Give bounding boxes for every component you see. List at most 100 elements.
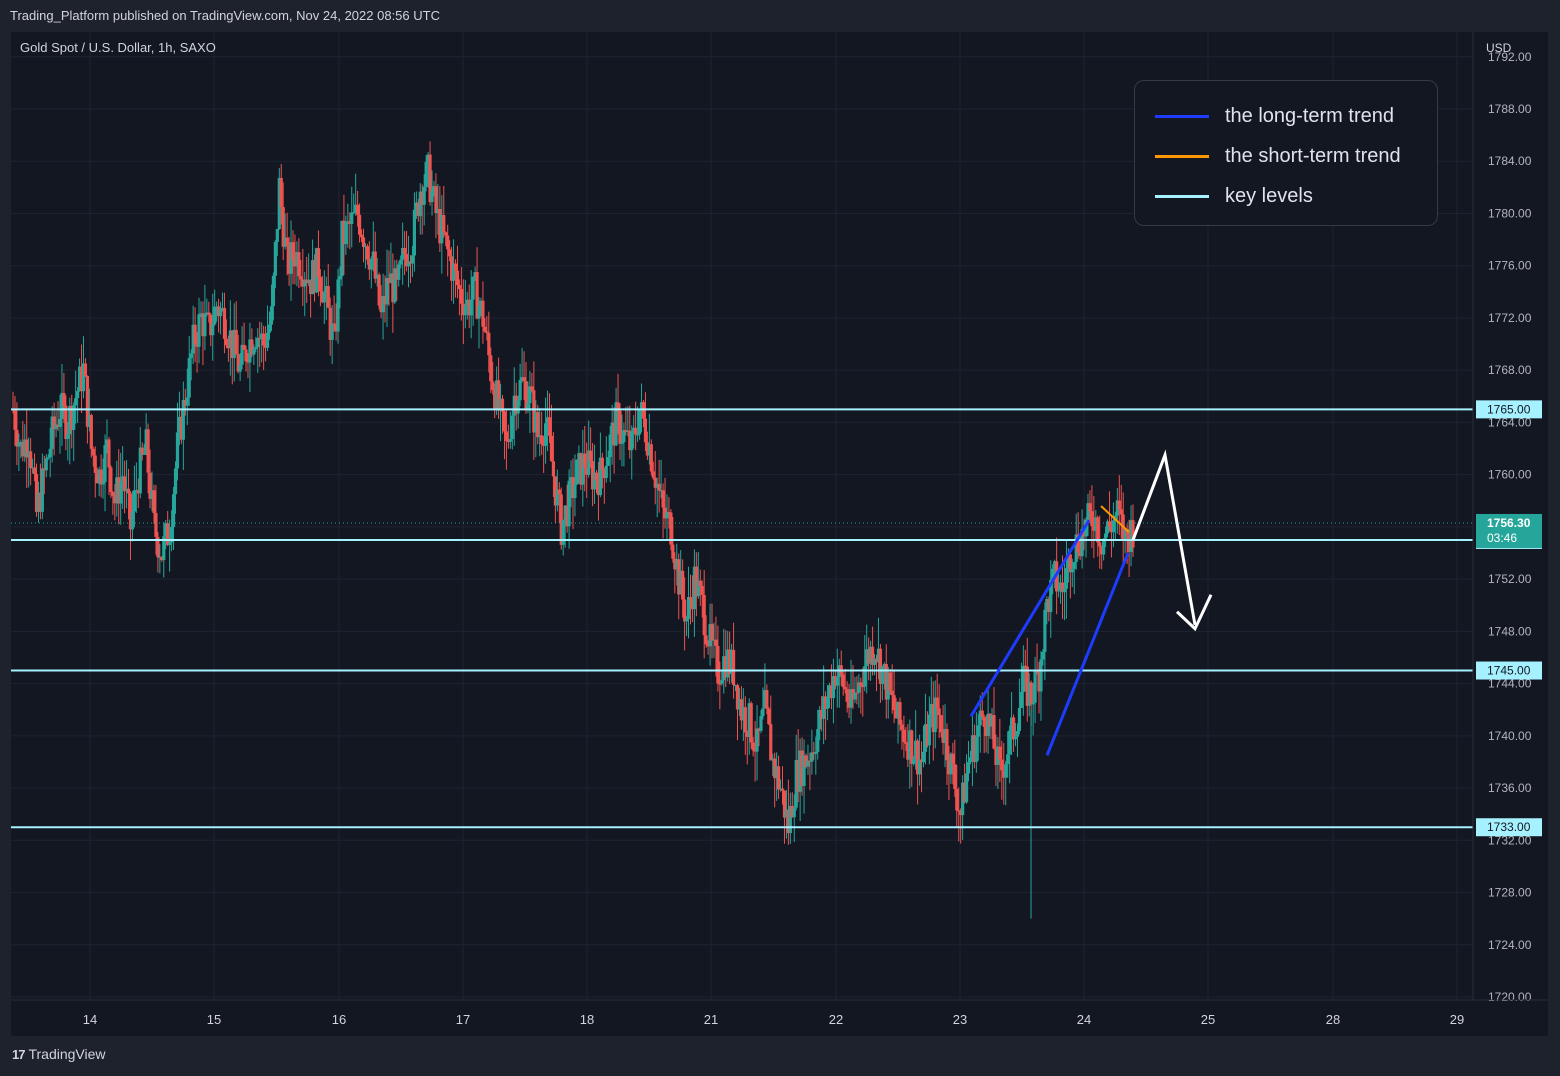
candle-body bbox=[166, 523, 170, 545]
candle-body bbox=[328, 307, 332, 340]
candle-body bbox=[205, 312, 209, 314]
price-tick-label: 1772.00 bbox=[1488, 311, 1532, 325]
candle-body bbox=[590, 461, 595, 490]
candle-body bbox=[589, 450, 593, 462]
candle-body bbox=[751, 742, 755, 751]
candle-body bbox=[639, 402, 644, 411]
candle-body bbox=[692, 566, 696, 610]
candle-body bbox=[68, 405, 72, 435]
candle-body bbox=[1111, 520, 1116, 533]
candle-body bbox=[307, 279, 311, 284]
candle-body bbox=[863, 666, 867, 687]
candle-body bbox=[855, 692, 859, 694]
candle-body bbox=[352, 212, 356, 214]
candle-body bbox=[453, 263, 458, 271]
candle-body bbox=[741, 707, 745, 721]
candle-body bbox=[297, 252, 301, 277]
candle-body bbox=[622, 430, 626, 443]
legend-label: the long-term trend bbox=[1225, 104, 1394, 127]
candle-body bbox=[240, 344, 244, 365]
candle-body bbox=[929, 704, 933, 715]
candle-body bbox=[720, 680, 724, 684]
candle-body bbox=[201, 313, 205, 337]
projection-arrowhead bbox=[1175, 594, 1213, 632]
candle-body bbox=[730, 649, 734, 675]
candle-body bbox=[1088, 503, 1092, 512]
price-tick-label: 1724.00 bbox=[1488, 938, 1532, 952]
time-tick-label: 21 bbox=[704, 1012, 718, 1027]
candle-body bbox=[262, 333, 266, 346]
candle-body bbox=[886, 672, 890, 700]
candle-body bbox=[914, 740, 918, 760]
candle-body bbox=[536, 412, 540, 438]
candle-body bbox=[1013, 736, 1018, 740]
candle-body bbox=[175, 432, 180, 469]
candle-body bbox=[58, 418, 62, 427]
candle-body bbox=[385, 278, 389, 305]
candle-body bbox=[42, 468, 46, 471]
candle-body bbox=[596, 480, 601, 496]
countdown-label: 03:46 bbox=[1487, 531, 1517, 545]
candle-body bbox=[888, 672, 892, 691]
candle-body bbox=[518, 379, 522, 401]
candle-body bbox=[757, 728, 761, 731]
candle-body bbox=[30, 467, 35, 469]
candle-body bbox=[800, 750, 804, 787]
candle-body bbox=[183, 399, 187, 406]
candle-body bbox=[547, 417, 552, 436]
price-tick-label: 1788.00 bbox=[1488, 102, 1532, 116]
candle-body bbox=[784, 809, 789, 818]
candle-body bbox=[348, 221, 352, 224]
candle-body bbox=[618, 410, 622, 444]
candle-body bbox=[843, 687, 847, 690]
candle-body bbox=[498, 398, 503, 411]
candle-body bbox=[87, 415, 91, 427]
candle-body bbox=[1125, 528, 1129, 536]
candle-body bbox=[144, 429, 148, 454]
candle-body bbox=[289, 242, 293, 274]
key-level-badge-label: 1765.00 bbox=[1487, 402, 1531, 416]
candle-body bbox=[647, 444, 651, 456]
candle-body bbox=[17, 442, 21, 447]
candle-body bbox=[882, 664, 886, 667]
candle-body bbox=[577, 453, 581, 461]
candle-body bbox=[389, 273, 393, 284]
candle-body bbox=[463, 305, 467, 316]
candle-body bbox=[357, 214, 362, 235]
candle-body bbox=[193, 324, 197, 345]
candle-body bbox=[628, 430, 632, 451]
candle-body bbox=[1086, 503, 1090, 520]
candle-body bbox=[103, 445, 107, 483]
candle-body bbox=[428, 154, 432, 203]
candle-body bbox=[320, 291, 324, 303]
tradingview-logo[interactable]: 17 TradingView bbox=[12, 1046, 106, 1062]
candle-body bbox=[275, 229, 279, 242]
candle-body bbox=[972, 735, 976, 763]
candle-body bbox=[354, 204, 358, 213]
price-tick-label: 1728.00 bbox=[1488, 886, 1532, 900]
candle-body bbox=[636, 434, 640, 436]
long-term-trend-upper bbox=[969, 519, 1091, 718]
candle-body bbox=[788, 805, 792, 834]
candle-body bbox=[857, 682, 861, 693]
candle-body bbox=[1072, 562, 1076, 569]
short-term-trend-line bbox=[1100, 505, 1130, 533]
candle-body bbox=[1117, 500, 1121, 510]
candle-body bbox=[1103, 533, 1108, 539]
candle-body bbox=[1049, 579, 1053, 613]
candle-body bbox=[649, 444, 653, 472]
candle-body bbox=[516, 400, 520, 414]
candle-body bbox=[1056, 590, 1061, 592]
candle-body bbox=[872, 658, 877, 665]
candle-body bbox=[502, 411, 507, 432]
candle-body bbox=[305, 279, 309, 284]
candle-body bbox=[379, 305, 383, 313]
candle-body bbox=[152, 490, 156, 514]
candle-body bbox=[690, 599, 695, 610]
candle-body bbox=[1019, 692, 1023, 709]
candle-body bbox=[728, 649, 732, 675]
candle-body bbox=[870, 646, 875, 665]
candle-body bbox=[688, 597, 693, 600]
candle-body bbox=[1100, 546, 1104, 555]
legend-swatch-blue bbox=[1155, 114, 1209, 118]
